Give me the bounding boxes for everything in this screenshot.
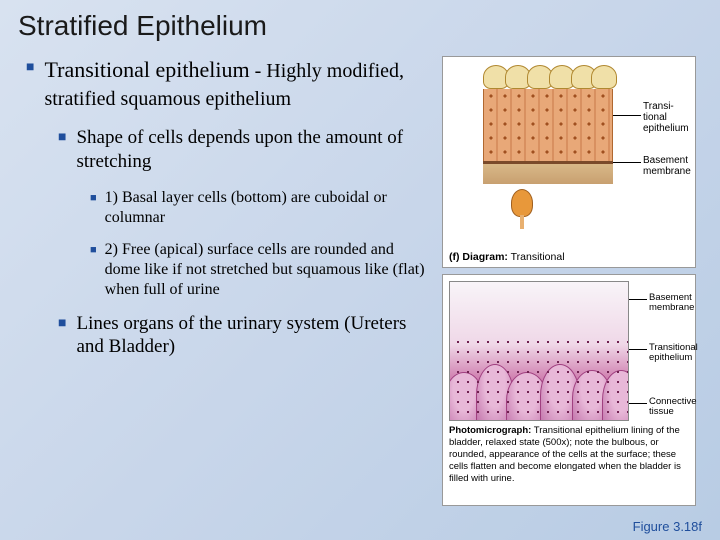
slide: Stratified Epithelium ■ Transitional epi… bbox=[0, 0, 720, 540]
bullet-l1-lead: Transitional epithelium bbox=[44, 57, 249, 82]
ureter-icon bbox=[520, 215, 524, 229]
bullet-marker-icon: ■ bbox=[58, 316, 66, 360]
slide-title: Stratified Epithelium bbox=[18, 10, 702, 42]
bullet-marker-icon: ■ bbox=[90, 244, 97, 300]
bullet-marker-icon: ■ bbox=[90, 192, 97, 228]
diagram-caption-text: Transitional bbox=[508, 251, 565, 263]
photomicrograph-figure: Basement membrane Transitional epitheliu… bbox=[442, 274, 696, 506]
figure-reference: Figure 3.18f bbox=[633, 519, 702, 534]
bullet-level1: ■ Transitional epithelium - Highly modif… bbox=[18, 56, 430, 112]
content-area: ■ Transitional epithelium - Highly modif… bbox=[18, 56, 702, 506]
text-column: ■ Transitional epithelium - Highly modif… bbox=[18, 56, 430, 506]
leader-line bbox=[613, 115, 641, 116]
micrograph-cells bbox=[450, 337, 628, 420]
bullet-marker-icon: ■ bbox=[58, 130, 66, 174]
columnar-cells bbox=[483, 89, 613, 161]
bullet-l2b-text: Lines organs of the urinary system (Uret… bbox=[76, 312, 430, 360]
micrograph-image bbox=[449, 281, 629, 421]
diagram-label-basement: Basement membrane bbox=[643, 155, 691, 177]
micro-label-connective: Connective tissue bbox=[649, 397, 697, 418]
connective-tissue-layer bbox=[483, 164, 613, 184]
bullet-level2-b: ■ Lines organs of the urinary system (Ur… bbox=[18, 312, 430, 360]
leader-line bbox=[613, 162, 641, 163]
diagram-figure: Transi- tional epithelium Basement membr… bbox=[442, 56, 696, 268]
bullet-level3-b: ■ 2) Free (apical) surface cells are rou… bbox=[18, 240, 430, 300]
bullet-level3-a: ■ 1) Basal layer cells (bottom) are cubo… bbox=[18, 188, 430, 228]
micrograph-caption: Photomicrograph: Transitional epithelium… bbox=[449, 425, 689, 484]
bladder-icon bbox=[511, 189, 533, 217]
leader-line bbox=[629, 349, 647, 350]
micro-label-basement: Basement membrane bbox=[649, 293, 694, 314]
tissue-block-illustration bbox=[483, 65, 613, 185]
bullet-l2a-text: Shape of cells depends upon the amount o… bbox=[76, 126, 430, 174]
bullet-level2-a: ■ Shape of cells depends upon the amount… bbox=[18, 126, 430, 174]
leader-line bbox=[629, 403, 647, 404]
image-column: Transi- tional epithelium Basement membr… bbox=[442, 56, 702, 506]
bullet-marker-icon: ■ bbox=[26, 60, 34, 112]
micro-caption-bold: Photomicrograph: bbox=[449, 425, 531, 436]
bullet-l3a-text: 1) Basal layer cells (bottom) are cuboid… bbox=[105, 188, 430, 228]
dome-cell-row bbox=[483, 65, 613, 91]
diagram-caption: (f) Diagram: Transitional bbox=[449, 251, 565, 263]
diagram-caption-prefix: (f) Diagram: bbox=[449, 251, 508, 263]
leader-line bbox=[629, 299, 647, 300]
diagram-label-epithelium: Transi- tional epithelium bbox=[643, 101, 689, 134]
micro-label-epithelium: Transitional epithelium bbox=[649, 343, 698, 364]
bullet-l1-text: Transitional epithelium - Highly modifie… bbox=[44, 56, 430, 112]
bullet-l3b-text: 2) Free (apical) surface cells are round… bbox=[105, 240, 430, 300]
